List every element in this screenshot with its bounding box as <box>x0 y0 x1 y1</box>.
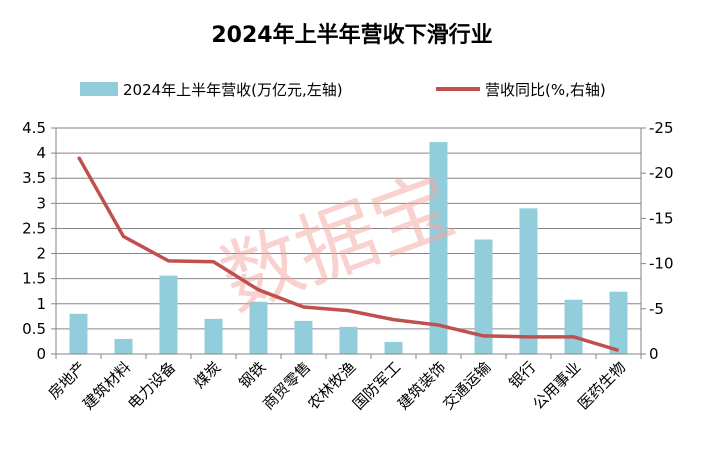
category-label: 农林牧渔 <box>304 358 359 413</box>
left-tick-label: 4.5 <box>22 119 46 137</box>
category-label: 商贸零售 <box>259 358 314 413</box>
left-tick-label: 4 <box>36 144 46 162</box>
legend-line-label: 营收同比(%,右轴) <box>485 81 606 99</box>
watermark: 数据宝 <box>209 158 466 327</box>
bar-交通运输 <box>474 239 493 354</box>
left-tick-label: 1 <box>36 295 46 313</box>
bar-银行 <box>519 208 538 354</box>
category-label: 建筑装饰 <box>394 358 449 413</box>
category-label: 煤炭 <box>190 358 224 392</box>
right-tick-label: 0 <box>649 345 659 363</box>
bar-电力设备 <box>159 275 178 354</box>
right-tick-label: -10 <box>649 255 674 273</box>
right-tick-label: -20 <box>649 164 674 182</box>
bar-商贸零售 <box>294 320 313 354</box>
legend-bar-swatch <box>80 82 118 96</box>
svg-text:数据宝: 数据宝 <box>209 158 466 327</box>
bar-建筑装饰 <box>429 142 448 354</box>
chart-title: 2024年上半年营收下滑行业 <box>211 22 492 48</box>
category-label: 建筑材料 <box>79 358 134 413</box>
legend: 2024年上半年营收(万亿元,左轴) 营收同比(%,右轴) <box>80 81 606 99</box>
bar-医药生物 <box>609 291 628 354</box>
bar-房地产 <box>69 313 88 354</box>
left-tick-label: 1.5 <box>22 270 46 288</box>
left-tick-label: 3 <box>36 194 46 212</box>
right-tick-label: -15 <box>649 209 674 227</box>
left-tick-label: 0.5 <box>22 320 46 338</box>
bar-煤炭 <box>204 318 223 354</box>
legend-bar-label: 2024年上半年营收(万亿元,左轴) <box>123 81 343 99</box>
bar-钢铁 <box>249 301 268 354</box>
bar-农林牧渔 <box>339 326 358 354</box>
left-tick-label: 2 <box>36 245 46 263</box>
right-tick-label: -25 <box>649 119 674 137</box>
category-label: 医药生物 <box>574 358 629 413</box>
category-label: 国防军工 <box>349 358 404 413</box>
left-tick-label: 0 <box>36 345 46 363</box>
left-tick-label: 2.5 <box>22 219 46 237</box>
bar-建筑材料 <box>114 338 133 354</box>
category-label: 银行 <box>505 358 539 392</box>
bar-国防军工 <box>384 341 403 354</box>
category-label: 电力设备 <box>124 358 179 413</box>
category-label: 钢铁 <box>235 358 269 392</box>
left-tick-label: 3.5 <box>22 169 46 187</box>
right-tick-label: -5 <box>649 300 664 318</box>
bar-公用事业 <box>564 299 583 354</box>
category-label: 交通运输 <box>439 358 494 413</box>
category-label: 公用事业 <box>529 358 584 413</box>
